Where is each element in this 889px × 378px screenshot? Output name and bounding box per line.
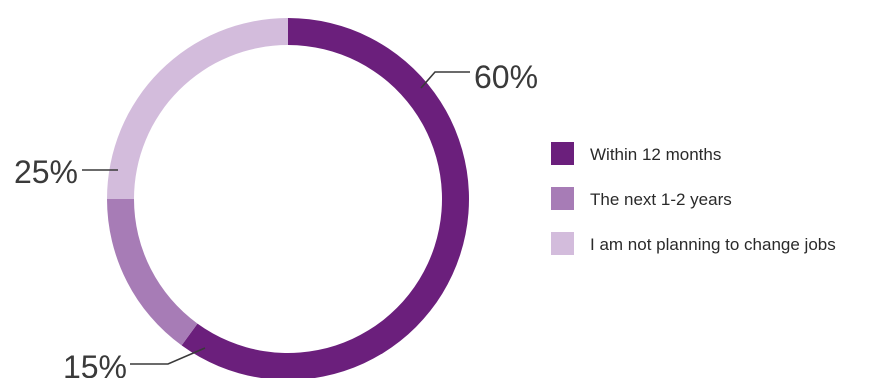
donut-slice-within-12-months: [181, 18, 469, 378]
legend-label-next-1-2-years: The next 1-2 years: [590, 190, 732, 209]
legend-item-not-planning: I am not planning to change jobs: [551, 232, 836, 255]
slice-label-within-12-months: 60%: [474, 59, 538, 95]
legend-label-not-planning: I am not planning to change jobs: [590, 235, 836, 254]
legend-swatch-next-1-2-years: [551, 187, 574, 210]
legend-item-within-12-months: Within 12 months: [551, 142, 721, 165]
legend-swatch-within-12-months: [551, 142, 574, 165]
slice-label-next-1-2-years: 15%: [63, 349, 127, 378]
slice-callouts: 60% 15% 25%: [14, 59, 538, 378]
leader-line-within-12-months: [420, 71, 470, 89]
slice-label-not-planning: 25%: [14, 154, 78, 190]
donut-slice-next-1-2-years: [107, 199, 198, 346]
legend: Within 12 months The next 1-2 years I am…: [551, 142, 836, 255]
legend-item-next-1-2-years: The next 1-2 years: [551, 187, 732, 210]
donut-slice-not-planning: [107, 18, 288, 199]
legend-swatch-not-planning: [551, 232, 574, 255]
legend-label-within-12-months: Within 12 months: [590, 145, 721, 164]
donut-slices: [107, 18, 469, 378]
leader-line-next-1-2-years: [130, 347, 206, 365]
